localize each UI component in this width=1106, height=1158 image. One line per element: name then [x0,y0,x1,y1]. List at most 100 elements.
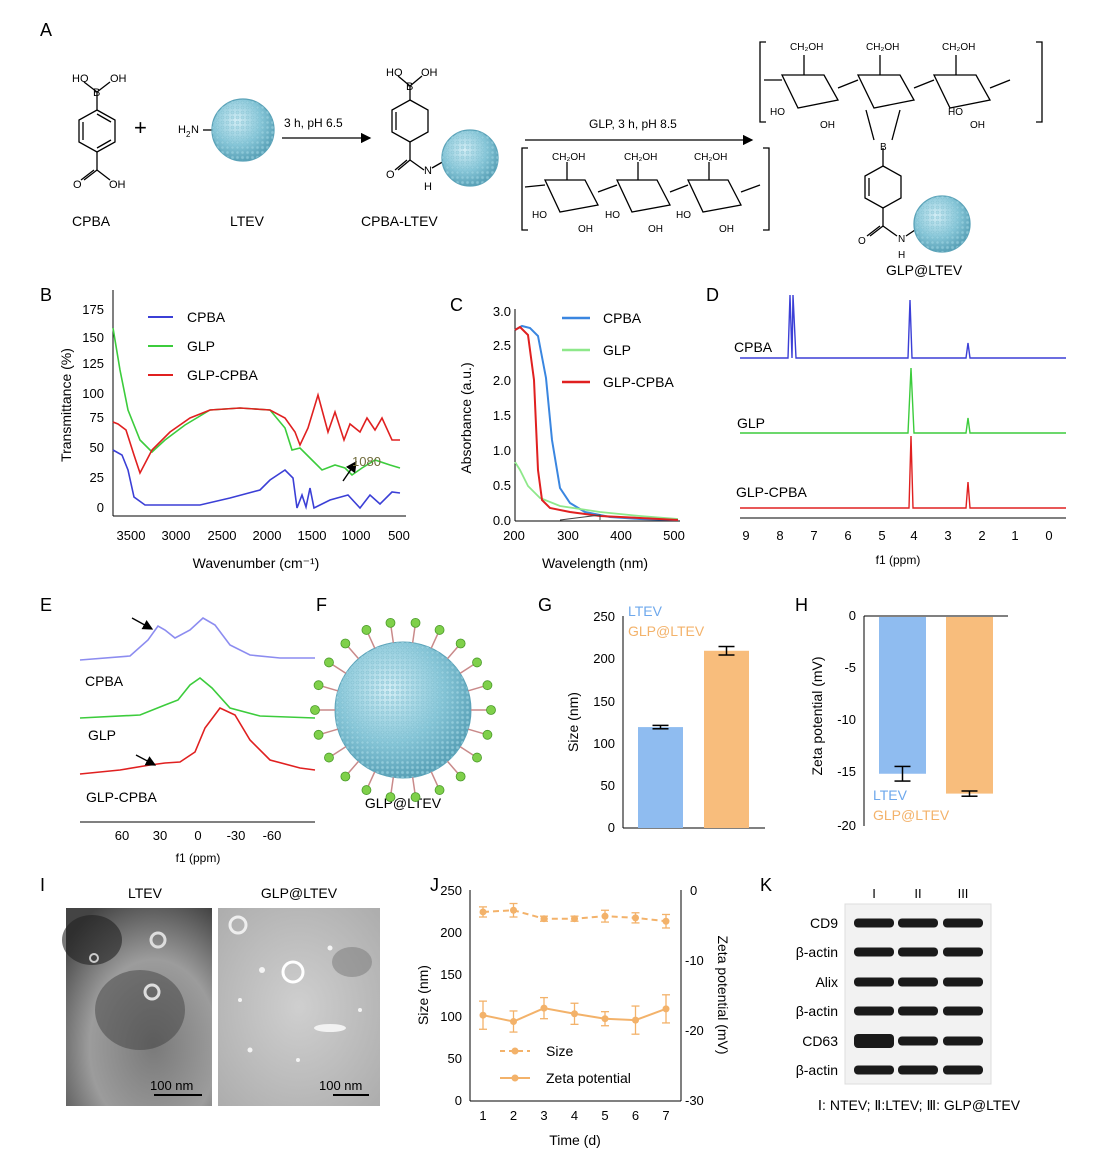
f-glp-ligand [410,617,421,628]
glp-ltev-label: GLP@LTEV [886,262,963,278]
svg-text:III: III [958,886,969,901]
svg-text:-20: -20 [837,818,856,833]
k-band [898,918,938,928]
j-point [571,1010,578,1018]
svg-text:2: 2 [186,130,191,139]
j-xtick: 1 [479,1108,486,1123]
svg-text:-15: -15 [837,764,856,779]
svg-text:500: 500 [663,528,685,543]
j-point [632,914,639,922]
f-glp-ligand [340,771,351,782]
svg-text:GLP: GLP [88,727,116,743]
svg-text:CH₂OH: CH₂OH [866,42,899,53]
k-band [943,1006,983,1016]
svg-text:2: 2 [978,528,985,543]
svg-text:f1 (ppm): f1 (ppm) [176,851,221,865]
g-bar-ltev [638,727,683,828]
j-xtick: 5 [601,1108,608,1123]
svg-text:60: 60 [115,828,129,843]
b-annotation: 1080 [352,454,381,469]
svg-text:Zeta potential (mV): Zeta potential (mV) [715,935,731,1054]
j-xtick: 2 [510,1108,517,1123]
svg-text:0: 0 [1045,528,1052,543]
svg-text:-10: -10 [837,712,856,727]
svg-text:150: 150 [440,967,462,982]
svg-text:O: O [386,169,395,181]
panel-c-uv: 0.0 0.5 1.0 1.5 2.0 2.5 3.0 200 300 400 500 W… [458,304,685,571]
k-row-label: β-actin [796,1003,838,1019]
b-xlabel: Wavenumber (cm⁻¹) [193,555,320,571]
plus-sign: + [134,115,147,140]
svg-text:LTEV: LTEV [128,885,163,901]
f-glp-ligand [472,752,482,763]
d-spectrum-glp [740,367,1066,434]
svg-text:N: N [424,165,432,177]
k-band [898,947,938,957]
svg-text:H: H [898,250,905,261]
svg-text:Size: Size [546,1043,573,1059]
svg-text:2500: 2500 [208,528,237,543]
svg-text:0: 0 [194,828,201,843]
svg-text:GLP: GLP [187,338,215,354]
k-band [898,1006,938,1016]
f-glp-ligand [434,625,445,635]
svg-text:OH: OH [421,67,438,79]
svg-text:H: H [424,181,432,193]
svg-text:O: O [73,179,82,191]
svg-text:HO: HO [948,107,963,118]
cpba-label: CPBA [72,213,111,229]
k-band [854,977,894,987]
k-band [854,918,894,928]
svg-text:Zeta potential: Zeta potential [546,1070,631,1086]
j-point [632,1016,639,1024]
f-glp-ligand [324,657,334,668]
svg-text:-5: -5 [844,660,856,675]
svg-text:Size (nm): Size (nm) [415,965,431,1025]
j-point [540,915,548,923]
f-label: GLP@LTEV [365,795,442,811]
panel-f-illustration: GLP@LTEV [310,617,496,811]
svg-text:CPBA: CPBA [603,310,642,326]
panel-label-b: B [40,285,52,305]
svg-text:OH: OH [648,224,663,235]
svg-text:-10: -10 [685,953,704,968]
svg-text:I: I [872,886,876,901]
svg-text:3: 3 [944,528,951,543]
panel-j-stability-chart: 0 50 100 150 200 250 0 -10 -20 -30 1 2 3 4 5 6 7 Ti… [415,883,731,1148]
f-glp-ligand [385,617,396,628]
svg-text:7: 7 [810,528,817,543]
svg-text:9: 9 [742,528,749,543]
k-row-label: CD9 [810,915,838,931]
j-point [601,912,609,920]
f-glp-ligand [310,705,320,715]
f-glp-ligand [434,785,445,795]
c-legend: CPBA GLP GLP-CPBA [562,310,674,390]
j-point [540,1004,548,1012]
panel-b-ftir: 0 25 50 75 100 125 150 175 3500 3000 2500 2000… [58,290,410,571]
j-point [662,1005,670,1013]
k-band [854,1065,894,1075]
svg-text:-60: -60 [263,828,282,843]
svg-text:0: 0 [608,820,615,835]
svg-text:100: 100 [82,386,104,401]
svg-text:150: 150 [82,330,104,345]
panel-k-western-blot: I II III CD9β-actinAlixβ-actinCD63β-actin … [796,886,1021,1113]
h-bar-ltev [879,617,926,774]
e-spectrum-glp [79,676,316,719]
svg-text:OH: OH [109,179,126,191]
k-row-label: β-actin [796,944,838,960]
svg-text:6: 6 [844,528,851,543]
panel-label-a: A [40,20,52,40]
f-glp-ligand [361,625,372,635]
panel-label-h: H [795,595,808,615]
panel-e-nmr: 60 30 0 -30 -60 f1 (ppm) CPBA GLP GLP-CPBA [79,617,316,865]
svg-text:LTEV: LTEV [873,787,908,803]
svg-text:B: B [406,81,413,93]
svg-text:-20: -20 [685,1023,704,1038]
svg-text:100: 100 [440,1009,462,1024]
c-series-glp [514,461,679,520]
svg-text:OH: OH [970,120,985,131]
j-point [479,1011,487,1019]
j-xtick: 4 [571,1108,578,1123]
f-glp-ligand [455,638,466,649]
